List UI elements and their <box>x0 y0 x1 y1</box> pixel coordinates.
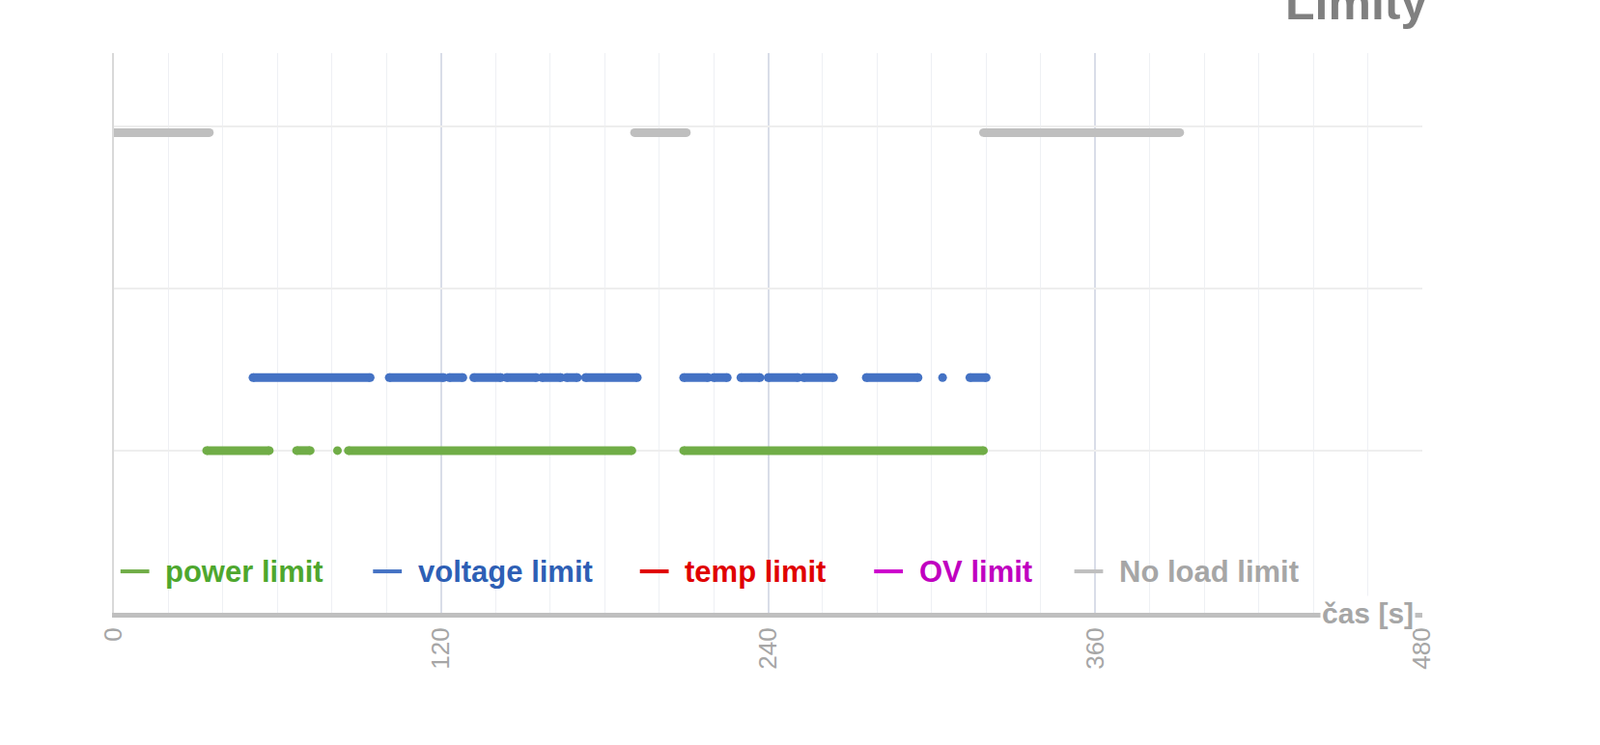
svg-text:Limity: Limity <box>1285 0 1428 30</box>
svg-text:240: 240 <box>753 627 783 670</box>
svg-text:voltage limit: voltage limit <box>418 555 593 590</box>
svg-text:power limit: power limit <box>165 555 324 590</box>
svg-text:120: 120 <box>425 627 455 670</box>
svg-text:OV limit: OV limit <box>919 555 1033 590</box>
svg-text:480: 480 <box>1406 627 1436 670</box>
svg-text:0: 0 <box>98 627 128 642</box>
svg-text:No load limit: No load limit <box>1119 555 1299 590</box>
svg-text:360: 360 <box>1080 627 1110 670</box>
svg-text:čas [s]: čas [s] <box>1321 597 1414 630</box>
svg-text:temp limit: temp limit <box>684 555 826 590</box>
